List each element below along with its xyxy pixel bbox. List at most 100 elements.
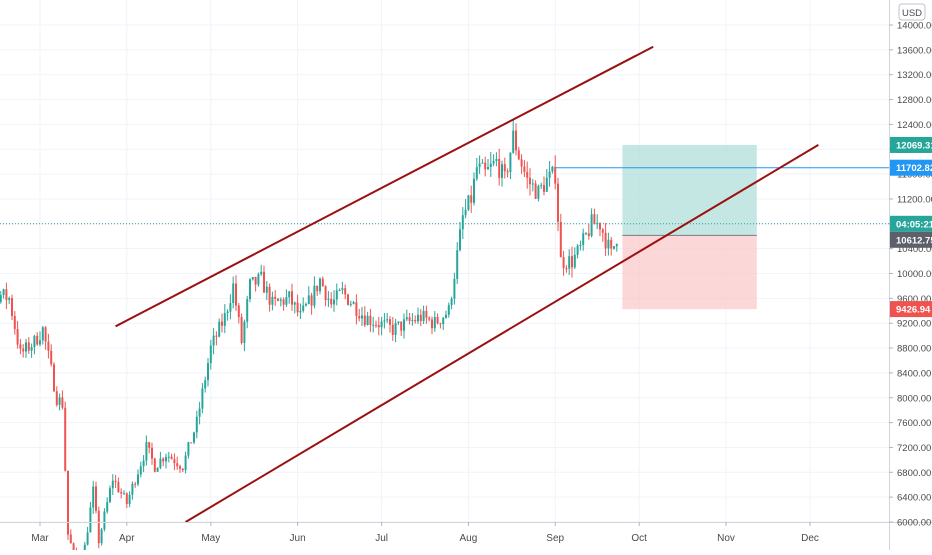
candle-body xyxy=(484,162,487,170)
candle-body xyxy=(30,347,33,351)
x-tick-label: Jul xyxy=(375,533,388,544)
y-tick-label: 7600.00 xyxy=(897,418,931,429)
candle-body xyxy=(475,167,478,179)
candle-body xyxy=(254,276,257,285)
candle-body xyxy=(0,295,2,302)
candle-body xyxy=(148,442,151,448)
x-tick-label: Apr xyxy=(119,533,135,544)
candle-body xyxy=(408,317,411,321)
current-price-label: 10612.75 xyxy=(896,235,932,246)
candle-body xyxy=(470,195,473,203)
candle-body xyxy=(333,299,335,305)
candle-body xyxy=(545,177,548,192)
channel-lines[interactable] xyxy=(0,45,889,523)
candle-body xyxy=(246,299,249,322)
candle-body xyxy=(489,163,492,167)
candle-body xyxy=(153,458,156,472)
y-axis[interactable]: 14000.00 13600.00 13200.00 12800.00 12400.00… xyxy=(889,0,932,550)
candle-body xyxy=(540,185,543,187)
candle-body xyxy=(529,177,531,185)
candle-body xyxy=(25,342,27,352)
candle-body xyxy=(383,320,386,322)
candle-body xyxy=(249,279,251,300)
candle-body xyxy=(33,335,36,348)
candle-body xyxy=(585,233,587,235)
candle-body xyxy=(207,363,209,381)
candle-body xyxy=(330,298,333,305)
candle-body xyxy=(36,335,39,345)
candle-body xyxy=(27,342,30,351)
candle-body xyxy=(347,294,349,305)
candle-body xyxy=(403,319,405,331)
candle-body xyxy=(391,324,394,335)
candle-body xyxy=(159,458,162,468)
candle-body xyxy=(184,455,187,471)
candle-body xyxy=(204,380,207,389)
y-tick-label: 9600.00 xyxy=(897,294,931,305)
candle-body xyxy=(156,467,159,472)
y-tick-label: 13200.00 xyxy=(897,70,932,81)
countdown-label-tag xyxy=(890,215,932,232)
candle-body xyxy=(114,480,117,482)
candle-body xyxy=(548,171,551,178)
candle-body xyxy=(69,534,72,544)
candle-body xyxy=(341,288,344,291)
candle-body xyxy=(111,480,114,489)
candle-body xyxy=(145,442,148,461)
candle-body xyxy=(355,302,358,317)
candle-body xyxy=(599,222,601,230)
candle-body xyxy=(134,483,137,485)
candle-body xyxy=(324,286,327,301)
candle-body xyxy=(316,285,319,292)
candle-body xyxy=(106,501,109,512)
candle-body xyxy=(506,171,509,173)
candle-body xyxy=(559,221,562,258)
candle-body xyxy=(193,432,195,443)
candle-body xyxy=(377,324,380,328)
candle-body xyxy=(181,468,184,471)
candle-body xyxy=(120,491,123,494)
candle-body xyxy=(162,458,165,462)
current-price-label-tag xyxy=(890,231,932,248)
stop-price-label: 9426.94 xyxy=(896,305,931,316)
candle-body xyxy=(16,329,19,345)
candle-body xyxy=(41,327,44,341)
channel-lower-line xyxy=(185,144,819,523)
y-tick-label: 6400.00 xyxy=(897,493,931,504)
candle-body xyxy=(53,364,55,392)
target-price-label: 12069.31 xyxy=(896,140,932,151)
candle-body xyxy=(128,494,131,504)
candle-body xyxy=(44,327,47,342)
y-tick-label: 11200.00 xyxy=(897,194,932,205)
candle-body xyxy=(551,166,554,172)
candle-body xyxy=(386,319,389,321)
candle-body xyxy=(487,166,489,170)
candle-body xyxy=(195,416,198,433)
candle-body xyxy=(358,316,361,319)
candle-body xyxy=(366,315,369,326)
y-tick-label: 8400.00 xyxy=(897,368,931,379)
candle-body xyxy=(72,543,75,552)
y-tick-label: 10400.00 xyxy=(897,244,932,255)
candle-body xyxy=(501,164,503,178)
x-tick-label: Jun xyxy=(290,533,306,544)
candle-body xyxy=(523,166,526,172)
candle-body xyxy=(302,305,305,311)
candle-body xyxy=(142,460,145,467)
profit-zone xyxy=(622,144,757,236)
candle-body xyxy=(131,483,134,495)
candle-body xyxy=(593,214,596,225)
candle-body xyxy=(534,183,537,199)
candle-body xyxy=(562,257,565,269)
candle-body xyxy=(439,323,442,325)
candle-body xyxy=(274,296,277,299)
candlestick-series xyxy=(0,120,618,555)
candle-body xyxy=(103,511,106,530)
candle-body xyxy=(215,335,218,337)
candle-body xyxy=(613,246,615,249)
y-tick-label: 9200.00 xyxy=(897,319,931,330)
candle-body xyxy=(456,250,459,279)
candle-body xyxy=(67,470,69,535)
